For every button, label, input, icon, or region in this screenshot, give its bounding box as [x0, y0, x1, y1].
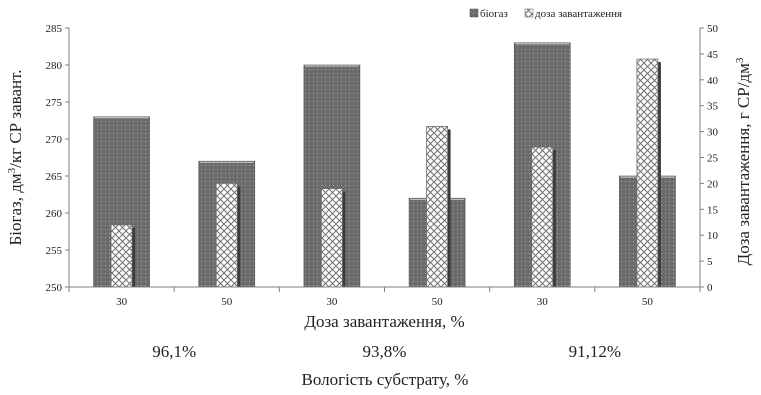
- x-tick-label-4: 30: [537, 296, 549, 308]
- y-right-tick-label-10: 50: [707, 23, 719, 35]
- bar-dose-4: [531, 146, 554, 288]
- group-label-0: 96,1%: [152, 342, 196, 361]
- bar-dose-3: [426, 126, 448, 288]
- x-axis-title: Доза завантаження, %: [304, 312, 464, 331]
- y-right-tick-label-3: 15: [707, 204, 719, 216]
- bar-dose-5: [636, 58, 659, 288]
- x-tick-label-2: 30: [326, 296, 338, 308]
- y-axis-left-title: Біогаз, дм3/кг СР завант.: [6, 70, 25, 246]
- x-tick-label-1: 50: [221, 296, 233, 308]
- x-tick-label-5: 50: [642, 296, 654, 308]
- y-right-tick-label-7: 35: [707, 101, 719, 113]
- y-left-tick-label-7: 285: [46, 23, 63, 35]
- y-right-tick-label-1: 5: [707, 256, 713, 268]
- legend-label-dose: доза завантаження: [535, 8, 622, 20]
- bars-layer: [93, 42, 676, 288]
- group-label-2: 91,12%: [569, 342, 621, 361]
- group-label-1: 93,8%: [363, 342, 407, 361]
- y-right-tick-label-6: 30: [707, 127, 719, 139]
- bar-dose-1: [215, 182, 238, 288]
- y-right-tick-label-5: 25: [707, 153, 719, 165]
- x-tick-label-0: 30: [116, 296, 128, 308]
- axes-layer: [65, 27, 704, 292]
- y-left-tick-label-4: 270: [46, 134, 63, 146]
- bar-dose-2: [321, 188, 343, 288]
- y-left-tick-label-3: 265: [46, 171, 63, 183]
- y-left-tick-label-1: 255: [46, 245, 63, 257]
- y-right-tick-label-0: 0: [707, 282, 713, 294]
- x-tick-label-3: 50: [432, 296, 444, 308]
- legend-swatch-dose: [524, 8, 534, 18]
- legend-swatch-biogas: [469, 8, 479, 18]
- y-left-tick-label-0: 250: [46, 282, 63, 294]
- labels-layer: 250 255 260 265 270 275 280 285 0 5 10 15 20 25 30 35 40…: [6, 8, 753, 389]
- y-right-tick-label-4: 20: [707, 178, 719, 190]
- y-right-tick-label-2: 10: [707, 230, 719, 242]
- y-axis-right-title: Доза завантаження, г СР/дм3: [734, 57, 753, 265]
- bar-dose-0: [110, 224, 133, 288]
- y-left-tick-label-2: 260: [46, 208, 63, 220]
- y-right-tick-label-8: 40: [707, 75, 719, 87]
- y-left-tick-label-5: 275: [46, 97, 63, 109]
- y-left-tick-label-6: 280: [46, 60, 63, 72]
- group-axis-title: Вологість субстрату, %: [302, 370, 469, 389]
- y-right-tick-label-9: 45: [707, 49, 719, 61]
- legend-label-biogas: біогаз: [480, 8, 508, 20]
